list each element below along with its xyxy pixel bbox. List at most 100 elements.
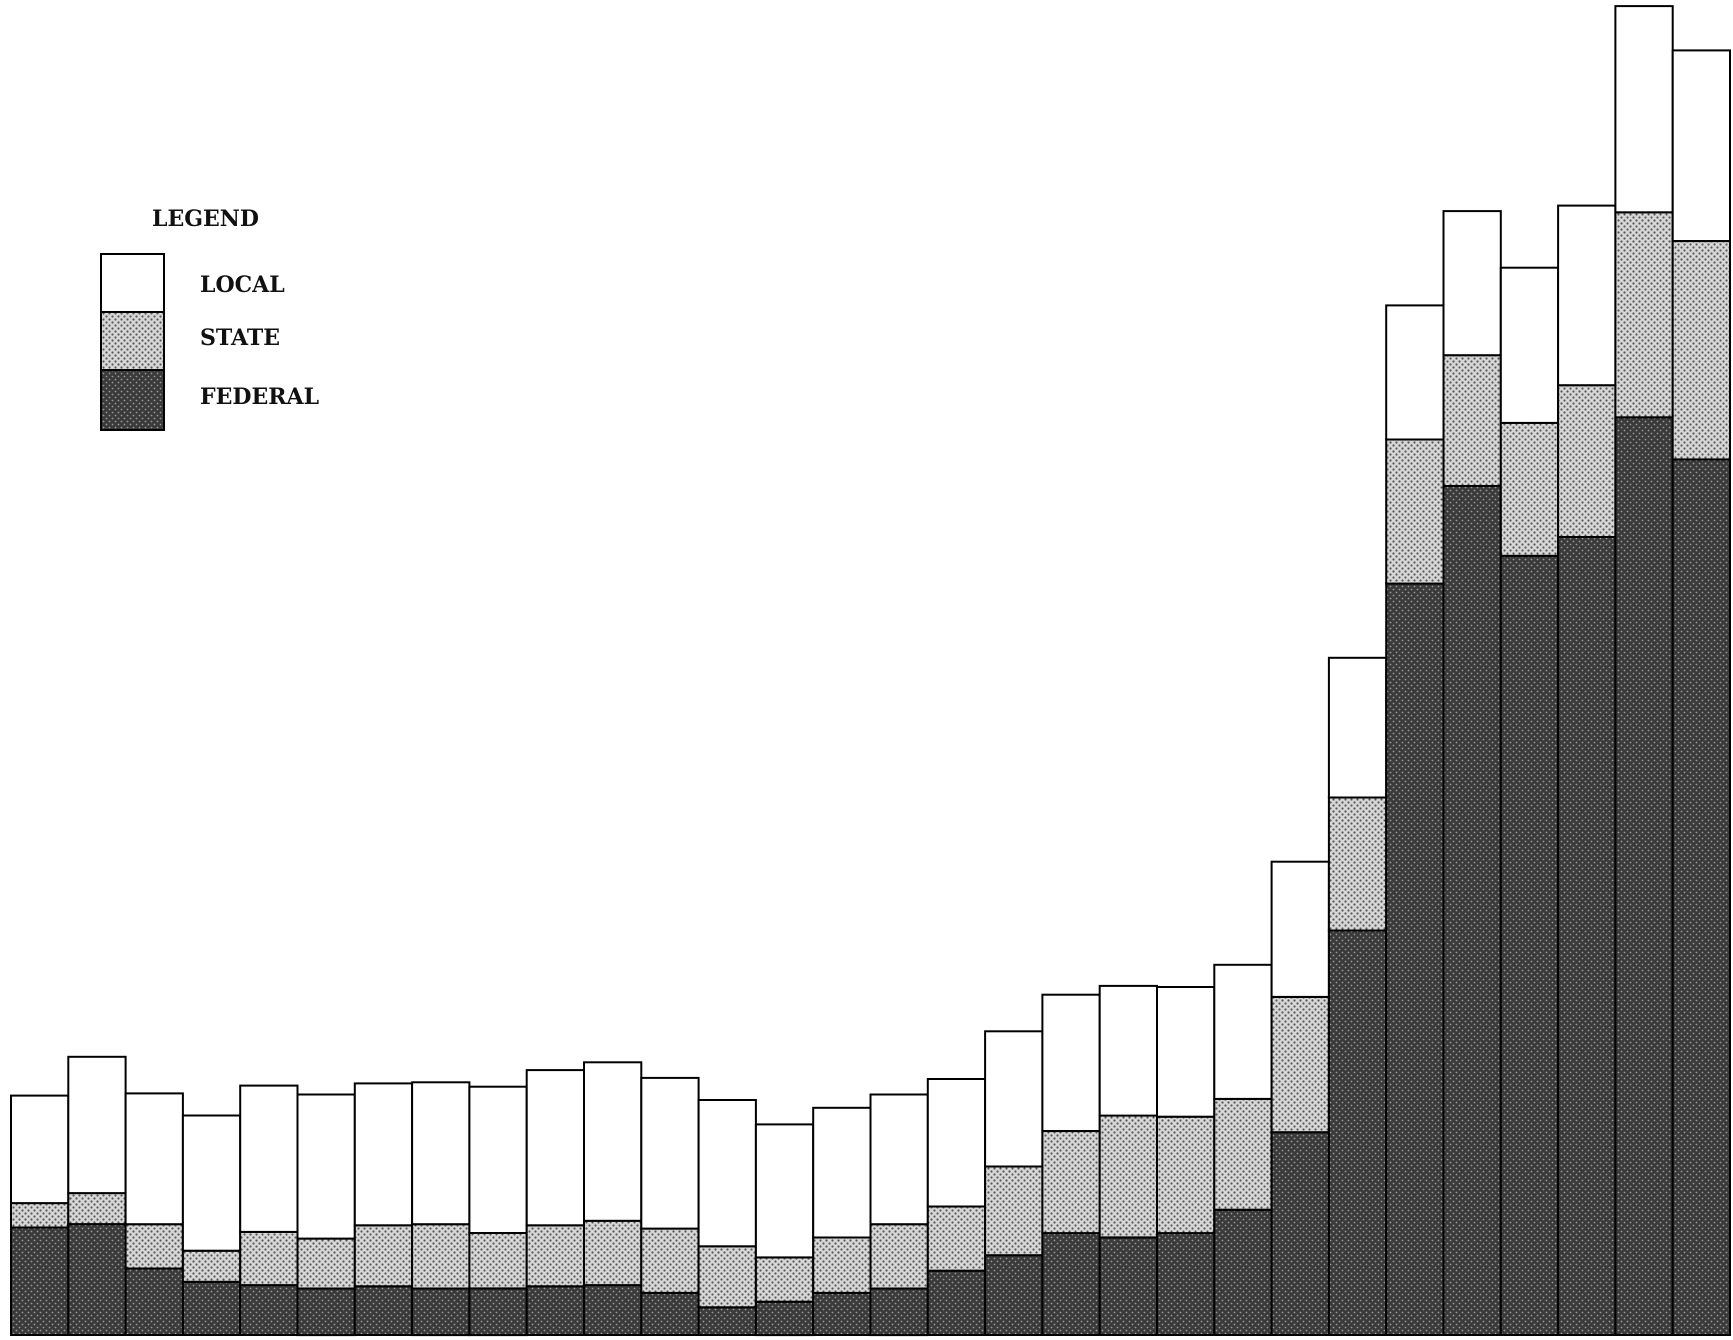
bar-19-state-segment bbox=[1041, 1130, 1101, 1235]
bar-29-federal-segment bbox=[1614, 416, 1674, 1336]
bar-5-local-segment bbox=[239, 1084, 299, 1233]
bar-24-federal-segment bbox=[1327, 929, 1388, 1336]
bar-25-federal-segment bbox=[1385, 582, 1445, 1336]
bar-16-state-segment bbox=[869, 1223, 929, 1290]
bar-25-state-segment bbox=[1385, 438, 1445, 585]
bar-11-federal-segment bbox=[583, 1284, 643, 1336]
bar-19-federal-segment bbox=[1041, 1232, 1101, 1336]
legend-swatch-local bbox=[100, 253, 165, 313]
bar-3-state-segment bbox=[124, 1223, 184, 1270]
bar-14-state-segment bbox=[754, 1256, 815, 1303]
bar-13-state-segment bbox=[697, 1245, 757, 1309]
bar-23-federal-segment bbox=[1270, 1131, 1330, 1336]
bar-30-local-segment bbox=[1671, 49, 1731, 243]
bar-8-state-segment bbox=[411, 1223, 471, 1290]
bar-7-federal-segment bbox=[353, 1285, 414, 1336]
bar-19-local-segment bbox=[1041, 993, 1101, 1133]
bar-28-federal-segment bbox=[1557, 536, 1617, 1336]
bar-14-federal-segment bbox=[754, 1300, 815, 1337]
bar-18-state-segment bbox=[984, 1165, 1044, 1257]
bars-group bbox=[10, 5, 1731, 1337]
bar-8-federal-segment bbox=[411, 1287, 471, 1337]
bar-20-federal-segment bbox=[1098, 1236, 1158, 1336]
bar-10-state-segment bbox=[525, 1224, 586, 1288]
bar-26-local-segment bbox=[1442, 210, 1502, 357]
bar-6-state-segment bbox=[296, 1237, 356, 1290]
bar-27-state-segment bbox=[1499, 421, 1560, 557]
bar-14-local-segment bbox=[754, 1123, 815, 1259]
bar-12-state-segment bbox=[640, 1227, 700, 1294]
bar-17-local-segment bbox=[926, 1078, 987, 1208]
bar-4-local-segment bbox=[181, 1114, 242, 1252]
bar-2-state-segment bbox=[67, 1192, 127, 1226]
bar-15-local-segment bbox=[812, 1106, 872, 1239]
bar-9-state-segment bbox=[468, 1232, 528, 1290]
bar-30-state-segment bbox=[1671, 240, 1731, 461]
bar-10-federal-segment bbox=[525, 1285, 586, 1336]
bar-17-state-segment bbox=[926, 1205, 987, 1272]
bar-4-state-segment bbox=[181, 1249, 242, 1283]
bar-9-local-segment bbox=[468, 1085, 528, 1234]
bar-11-local-segment bbox=[583, 1061, 643, 1222]
legend-swatch-state bbox=[100, 311, 165, 371]
bar-5-federal-segment bbox=[239, 1284, 299, 1336]
bar-20-local-segment bbox=[1098, 984, 1158, 1117]
bar-16-federal-segment bbox=[869, 1287, 929, 1337]
bar-8-local-segment bbox=[411, 1081, 471, 1226]
bar-18-federal-segment bbox=[984, 1254, 1044, 1336]
bar-21-local-segment bbox=[1156, 986, 1216, 1118]
bar-1-federal-segment bbox=[10, 1226, 70, 1336]
bar-12-local-segment bbox=[640, 1076, 700, 1230]
bar-11-state-segment bbox=[583, 1219, 643, 1287]
bar-4-federal-segment bbox=[181, 1280, 242, 1337]
bar-9-federal-segment bbox=[468, 1287, 528, 1337]
legend-label-federal: FEDERAL bbox=[200, 384, 319, 410]
bar-29-state-segment bbox=[1614, 211, 1674, 419]
bar-1-local-segment bbox=[10, 1094, 70, 1205]
bar-13-federal-segment bbox=[697, 1306, 757, 1337]
bar-17-federal-segment bbox=[926, 1269, 987, 1336]
bar-5-state-segment bbox=[239, 1230, 299, 1287]
bar-22-local-segment bbox=[1213, 963, 1273, 1100]
bar-23-local-segment bbox=[1270, 860, 1330, 998]
bar-24-state-segment bbox=[1327, 796, 1388, 932]
bar-7-local-segment bbox=[353, 1082, 414, 1227]
bar-3-federal-segment bbox=[124, 1267, 184, 1336]
bar-22-federal-segment bbox=[1213, 1208, 1273, 1337]
legend-label-local: LOCAL bbox=[200, 272, 285, 298]
bar-29-local-segment bbox=[1614, 5, 1674, 214]
bar-26-state-segment bbox=[1442, 354, 1502, 488]
bar-21-state-segment bbox=[1156, 1115, 1216, 1235]
bar-1-state-segment bbox=[10, 1202, 70, 1229]
bar-22-state-segment bbox=[1213, 1097, 1273, 1211]
bar-20-state-segment bbox=[1098, 1114, 1158, 1239]
bar-18-local-segment bbox=[984, 1030, 1044, 1168]
bar-28-state-segment bbox=[1557, 384, 1617, 539]
bar-23-state-segment bbox=[1270, 996, 1330, 1134]
bar-27-local-segment bbox=[1499, 266, 1560, 424]
bar-2-federal-segment bbox=[67, 1223, 127, 1336]
bar-13-local-segment bbox=[697, 1099, 757, 1248]
legend-swatch-federal bbox=[100, 369, 165, 431]
bar-24-local-segment bbox=[1327, 656, 1388, 799]
bar-12-federal-segment bbox=[640, 1291, 700, 1337]
bar-16-local-segment bbox=[869, 1093, 929, 1226]
legend-label-state: STATE bbox=[200, 325, 280, 351]
bar-3-local-segment bbox=[124, 1092, 184, 1226]
bar-6-local-segment bbox=[296, 1093, 356, 1240]
bar-15-federal-segment bbox=[812, 1291, 872, 1337]
bar-21-federal-segment bbox=[1156, 1232, 1216, 1336]
bar-6-federal-segment bbox=[296, 1287, 356, 1337]
bar-26-federal-segment bbox=[1442, 485, 1502, 1336]
bar-27-federal-segment bbox=[1499, 554, 1560, 1336]
bar-10-local-segment bbox=[525, 1069, 586, 1227]
bar-28-local-segment bbox=[1557, 204, 1617, 387]
legend: LEGEND LOCAL STATE FEDERAL bbox=[100, 206, 319, 431]
legend-title: LEGEND bbox=[152, 206, 259, 232]
bar-25-local-segment bbox=[1385, 304, 1445, 441]
bar-7-state-segment bbox=[353, 1224, 414, 1288]
bar-30-federal-segment bbox=[1671, 458, 1731, 1336]
bar-15-state-segment bbox=[812, 1236, 872, 1294]
bar-2-local-segment bbox=[67, 1055, 127, 1195]
